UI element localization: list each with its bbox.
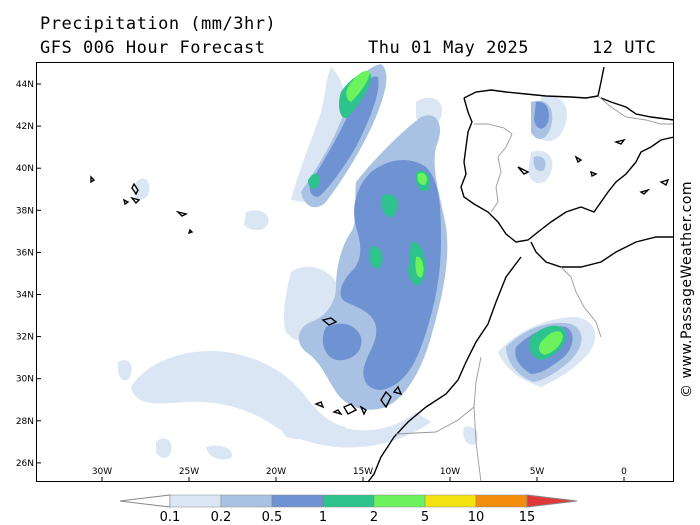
- precipitation-legend: 0.1 0.2 0.5 1 2 5 10 15: [119, 494, 578, 523]
- lat-label: 32N: [16, 333, 34, 343]
- legend-label: 15: [519, 510, 536, 523]
- copyright-text: © www.PassageWeather.com: [679, 180, 695, 398]
- lon-label: 5W: [530, 467, 545, 477]
- lat-label: 42N: [16, 122, 34, 132]
- lat-label: 34N: [16, 291, 34, 301]
- legend-swatch: [475, 494, 528, 508]
- coastline-layer: [90, 66, 675, 483]
- legend-swatch: [424, 494, 477, 508]
- lat-label: 40N: [16, 164, 34, 174]
- border-layer: [395, 95, 674, 483]
- lon-label: 10W: [440, 467, 460, 477]
- legend-label: 0.1: [160, 510, 181, 523]
- lon-label: 20W: [266, 467, 286, 477]
- lat-label: 30N: [16, 375, 34, 385]
- lat-label: 26N: [16, 459, 34, 469]
- forecast-time: 12 UTC: [592, 38, 657, 58]
- model-label: GFS 006 Hour Forecast: [40, 38, 266, 58]
- lon-label: 0: [621, 467, 627, 477]
- precipitation-map: 44N 42N 40N 38N 36N 34N 32N 30N 28N 26N 30W 25W 20W…: [16, 62, 675, 483]
- map-frame: [36, 62, 674, 482]
- latitude-axis: 44N 42N 40N 38N 36N 34N 32N 30N 28N 26N: [16, 80, 41, 469]
- lon-label: 30W: [92, 467, 112, 477]
- lat-label: 36N: [16, 248, 34, 258]
- legend-swatch: [169, 494, 222, 508]
- lat-label: 38N: [16, 206, 34, 216]
- legend-arrow-low: [119, 494, 171, 508]
- legend-swatch: [271, 494, 324, 508]
- legend-label: 5: [421, 510, 429, 523]
- legend-label: 1: [319, 510, 327, 523]
- chart-title: Precipitation (mm/3hr): [40, 14, 277, 34]
- legend-label: 10: [468, 510, 485, 523]
- lon-label: 15W: [353, 467, 373, 477]
- lat-label: 44N: [16, 80, 34, 90]
- legend-label: 0.2: [211, 510, 232, 523]
- legend-arrow-high: [526, 494, 578, 508]
- legend-swatch: [220, 494, 273, 508]
- legend-swatch: [322, 494, 375, 508]
- lon-label: 25W: [179, 467, 199, 477]
- lat-label: 28N: [16, 417, 34, 427]
- precipitation-layer: [118, 64, 596, 460]
- legend-label: 0.5: [262, 510, 283, 523]
- forecast-date: Thu 01 May 2025: [368, 38, 530, 58]
- legend-swatch: [373, 494, 426, 508]
- longitude-axis: 30W 25W 20W 15W 10W 5W 0: [92, 467, 627, 482]
- legend-label: 2: [370, 510, 378, 523]
